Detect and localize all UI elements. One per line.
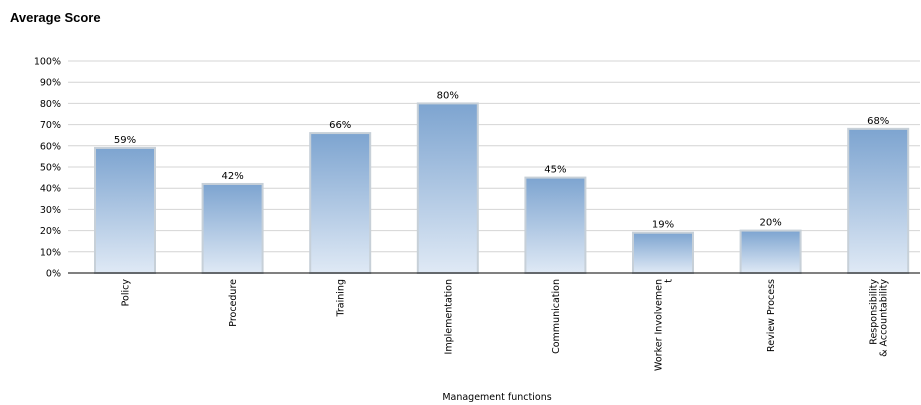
x-tick-label-line: Worker Involvemen [654,279,665,371]
x-tick-label: Responsibility& Accountability [869,279,890,357]
y-tick-label: 100% [34,57,61,68]
data-label: 45% [544,165,566,176]
bar [416,102,479,275]
data-labels: 59% 42% 66% 80% 45% 19% 20% 68% [114,90,889,230]
y-tick-label: 60% [40,141,61,152]
x-tick-label-line: Communication [551,279,562,354]
data-label: 80% [437,90,459,101]
x-tick-label-line: Implementation [443,279,454,354]
x-tick-label: Training [336,279,347,318]
x-axis-title: Management functions [442,392,551,403]
y-tick-label: 80% [40,99,61,110]
data-label: 42% [221,171,243,182]
y-tick-label: 40% [40,184,61,195]
bar [309,132,372,274]
data-label: 59% [114,135,136,146]
bar [739,229,802,275]
x-tick-label: Implementation [443,279,454,354]
data-label: 66% [329,120,351,131]
bars [94,102,910,275]
x-tick-label-line: t [664,279,675,283]
x-tick-label: Worker Involvement [654,279,675,371]
page-title: Average Score [10,10,101,25]
x-tick-label-line: Review Process [766,279,777,352]
data-label: 19% [652,220,674,231]
bar [524,176,587,275]
gridlines [68,60,920,253]
data-label: 20% [759,218,781,229]
x-tick-label: Review Process [766,279,777,352]
y-tick-label: 50% [40,163,61,174]
x-tick-label-line: Procedure [228,279,239,327]
x-tick-label-line: Policy [121,279,132,307]
y-tick-label: 10% [40,247,61,258]
y-tick-label: 30% [40,205,61,216]
y-tick-label: 70% [40,120,61,131]
y-axis-ticks: 0% 10% 20% 30% 40% 50% 60% 70% 80% 90% 100% [34,57,61,280]
x-tick-label-line: & Accountability [879,279,890,357]
bar [847,127,910,274]
x-axis-categories: Policy Procedure Training Implementation Com… [121,279,890,371]
y-tick-label: 90% [40,78,61,89]
bar [94,146,156,274]
data-label: 68% [867,116,889,127]
x-tick-label-line: Training [336,279,347,318]
x-tick-label: Procedure [228,279,239,327]
bar [201,182,264,275]
x-tick-label: Policy [121,279,132,307]
bar [632,231,694,274]
y-tick-label: 20% [40,226,61,237]
x-tick-label: Communication [551,279,562,354]
y-tick-label: 0% [46,269,61,280]
x-tick-label-line: Responsibility [869,279,880,345]
